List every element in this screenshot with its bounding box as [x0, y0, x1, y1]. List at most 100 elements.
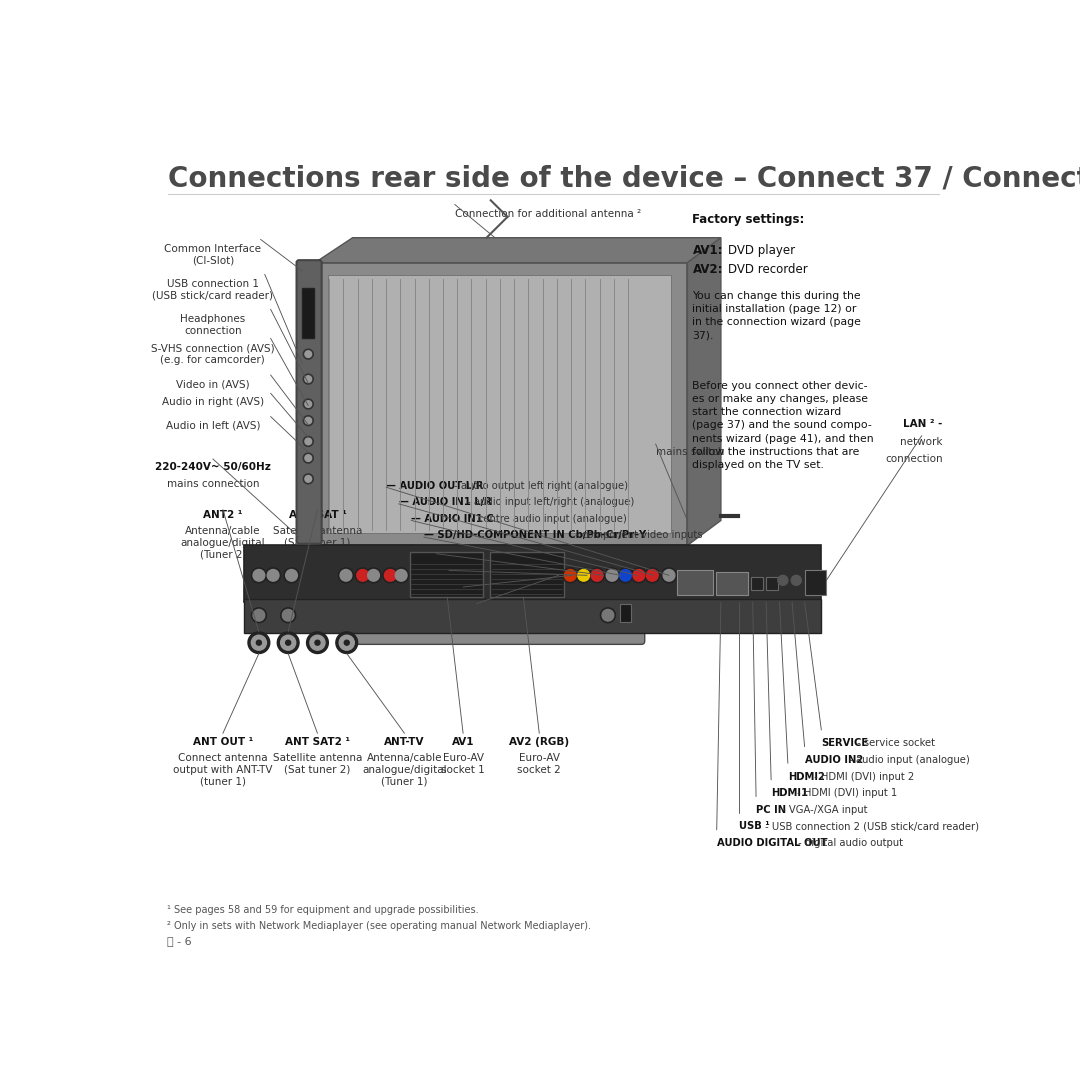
Circle shape: [792, 576, 801, 585]
Circle shape: [310, 635, 325, 650]
Polygon shape: [315, 262, 688, 545]
Text: - audio input left/right (analogue): - audio input left/right (analogue): [464, 497, 634, 508]
Circle shape: [565, 569, 576, 581]
Circle shape: [590, 568, 605, 583]
Circle shape: [366, 568, 381, 583]
Text: 220-240V~ 50/60Hz: 220-240V~ 50/60Hz: [154, 462, 271, 472]
Text: ANT2 ¹: ANT2 ¹: [203, 510, 243, 519]
Text: Common Interface
(CI-Slot): Common Interface (CI-Slot): [164, 244, 261, 266]
Text: Satellite antenna
(Sat tuner 2): Satellite antenna (Sat tuner 2): [273, 754, 362, 775]
Circle shape: [663, 569, 675, 581]
Text: ² Only in sets with Network Mediaplayer (see operating manual Network Mediaplaye: ² Only in sets with Network Mediaplayer …: [166, 921, 591, 931]
Circle shape: [256, 640, 261, 645]
Text: - service socket: - service socket: [853, 739, 934, 748]
Circle shape: [305, 401, 312, 407]
Text: Euro-AV
socket 2: Euro-AV socket 2: [517, 754, 562, 775]
Circle shape: [578, 569, 590, 581]
Text: ANT-TV: ANT-TV: [384, 737, 424, 746]
Text: — SD/HD-COMPONENT IN Cb/Pb–Cr/Pr–Y: — SD/HD-COMPONENT IN Cb/Pb–Cr/Pr–Y: [423, 530, 646, 540]
Text: — AUDIO IN1 L/R: — AUDIO IN1 L/R: [399, 497, 491, 508]
Circle shape: [303, 399, 313, 409]
Text: — AUDIO DIGITAL IN: — AUDIO DIGITAL IN: [436, 548, 549, 557]
Text: — RS-232C ¹: — RS-232C ¹: [476, 597, 545, 607]
Text: - digital audio output: - digital audio output: [795, 838, 903, 848]
Text: - serial interface: - serial interface: [525, 597, 609, 607]
Circle shape: [605, 568, 620, 583]
Circle shape: [393, 568, 408, 583]
Circle shape: [305, 455, 312, 461]
Bar: [716, 572, 747, 595]
Circle shape: [355, 568, 370, 583]
Text: — AUDIO IN1 C: — AUDIO IN1 C: [411, 514, 494, 524]
Circle shape: [778, 576, 788, 585]
Circle shape: [382, 568, 397, 583]
Text: DVD player: DVD player: [728, 244, 795, 257]
Circle shape: [620, 569, 632, 581]
Circle shape: [305, 438, 312, 445]
Circle shape: [248, 632, 270, 653]
Circle shape: [303, 349, 313, 360]
Text: Audio in left (AVS): Audio in left (AVS): [165, 420, 260, 431]
Circle shape: [252, 635, 267, 650]
Circle shape: [315, 640, 320, 645]
Circle shape: [600, 608, 616, 623]
Circle shape: [281, 635, 296, 650]
Bar: [244, 599, 821, 633]
Text: SERVICE: SERVICE: [821, 739, 868, 748]
Bar: [677, 570, 713, 595]
Bar: [327, 275, 671, 532]
Text: - centre audio input (analogue): - centre audio input (analogue): [468, 514, 626, 524]
Circle shape: [563, 568, 578, 583]
Circle shape: [591, 569, 603, 581]
Circle shape: [285, 640, 291, 645]
Circle shape: [645, 568, 660, 583]
Bar: [751, 577, 762, 591]
Text: mains switch: mains switch: [656, 447, 724, 457]
Circle shape: [303, 454, 313, 463]
Text: mains connection: mains connection: [166, 478, 259, 489]
Circle shape: [356, 569, 368, 581]
Text: - rotating stand control: - rotating stand control: [511, 580, 629, 591]
Text: — AUDIO OUT L/R: — AUDIO OUT L/R: [387, 481, 484, 490]
Bar: [766, 577, 778, 591]
Circle shape: [338, 568, 353, 583]
Circle shape: [384, 569, 396, 581]
Text: HDMI2: HDMI2: [788, 771, 825, 782]
Text: Headphones
connection: Headphones connection: [180, 314, 245, 336]
Text: Antenna/cable
analogue/digital
(Tuner 1): Antenna/cable analogue/digital (Tuner 1): [362, 754, 447, 786]
Text: Connect antenna
output with ANT-TV
(tuner 1): Connect antenna output with ANT-TV (tune…: [173, 754, 272, 786]
Text: USB ¹: USB ¹: [740, 822, 770, 832]
FancyBboxPatch shape: [346, 594, 645, 645]
Circle shape: [278, 632, 299, 653]
Circle shape: [395, 569, 407, 581]
Circle shape: [253, 609, 265, 621]
Text: - component video inputs: - component video inputs: [571, 530, 702, 540]
Circle shape: [576, 568, 591, 583]
Circle shape: [305, 376, 312, 382]
Circle shape: [303, 374, 313, 384]
Text: network: network: [901, 437, 943, 447]
Polygon shape: [315, 238, 721, 262]
Text: AV1:: AV1:: [692, 244, 723, 257]
Text: Euro-AV
socket 1: Euro-AV socket 1: [442, 754, 485, 775]
Text: ANT SAT ¹: ANT SAT ¹: [288, 510, 347, 519]
Text: HDMI1: HDMI1: [771, 788, 808, 798]
Circle shape: [284, 568, 299, 583]
Text: connection: connection: [886, 454, 943, 464]
Circle shape: [282, 609, 294, 621]
Circle shape: [305, 475, 312, 482]
Circle shape: [339, 635, 354, 650]
Circle shape: [252, 608, 267, 623]
Circle shape: [281, 608, 296, 623]
Circle shape: [305, 417, 312, 424]
Text: - digital audio input: - digital audio input: [515, 548, 616, 557]
Text: — CONTROL ¹: — CONTROL ¹: [463, 580, 538, 591]
Text: ¹ See pages 58 and 59 for equipment and upgrade possibilities.: ¹ See pages 58 and 59 for equipment and …: [166, 905, 478, 915]
Bar: [620, 604, 631, 622]
Bar: [490, 552, 564, 597]
Circle shape: [632, 568, 647, 583]
Text: AV2:: AV2:: [692, 262, 723, 275]
Text: ANT OUT ¹: ANT OUT ¹: [192, 737, 253, 746]
Text: Video in (AVS): Video in (AVS): [176, 379, 249, 389]
Circle shape: [602, 609, 613, 621]
